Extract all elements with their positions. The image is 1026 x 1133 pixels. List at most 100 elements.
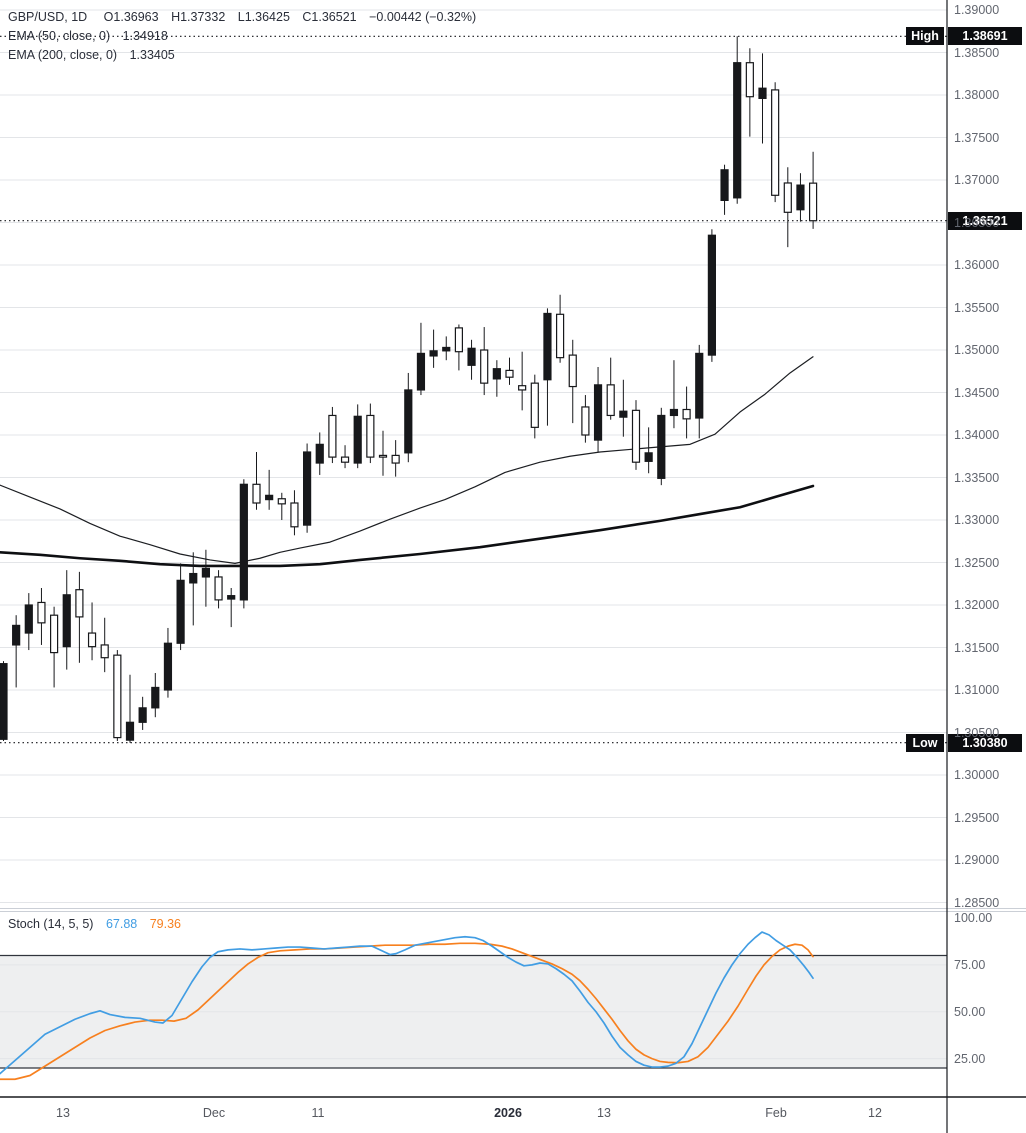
ema50-line	[0, 356, 814, 564]
candle-up	[315, 443, 324, 464]
candle-down	[518, 385, 527, 391]
candle-up	[163, 642, 173, 691]
ohlc-open-value: O1.36963	[103, 10, 159, 24]
ema200-label: EMA (200, close, 0)	[8, 48, 118, 62]
stoch-legend[interactable]: Stoch (14, 5, 5) 67.88 79.36	[8, 917, 190, 931]
candle-down	[49, 614, 59, 654]
candle-up	[695, 352, 704, 419]
price-axis-label: 1.31000	[954, 683, 1000, 697]
time-axis-label: 13	[56, 1106, 70, 1120]
stoch-axis-label: 50.00	[954, 1004, 986, 1019]
candle-down	[783, 182, 792, 213]
candle-up	[644, 452, 653, 462]
candle-up	[669, 408, 679, 417]
candle-down	[530, 382, 539, 428]
candle-up	[176, 579, 185, 644]
candle-up	[467, 347, 476, 366]
ema50-legend[interactable]: EMA (50, close, 0) 1.34918	[8, 29, 177, 43]
candle-up	[24, 604, 33, 634]
candle-down	[340, 456, 350, 463]
candle-down	[391, 454, 400, 464]
candle-down	[454, 327, 463, 353]
candle-up	[265, 494, 274, 501]
price-axis-label: 1.37500	[954, 130, 1000, 145]
candle-up	[657, 414, 666, 479]
candle-down	[808, 182, 818, 222]
price-axis-label: 1.28500	[954, 895, 1000, 910]
candle-down	[113, 654, 122, 739]
time-axis-label: 12	[868, 1106, 882, 1120]
candle-up	[189, 572, 198, 584]
price-axis-label: 1.29000	[954, 853, 1000, 867]
candle-down	[366, 414, 375, 458]
candle-down	[100, 644, 109, 659]
stoch-k-value: 67.88	[105, 917, 138, 931]
time-axis-label: 11	[311, 1106, 325, 1120]
price-axis-label: 1.37000	[954, 173, 1000, 187]
candle-up	[404, 389, 413, 454]
candle-up	[201, 567, 210, 578]
ema200-line	[0, 484, 815, 568]
price-axis-label: 1.34000	[954, 428, 1000, 442]
candle-up	[62, 594, 71, 648]
candle-down	[328, 414, 337, 458]
ohlc-close-value: C1.36521	[302, 10, 357, 24]
candle-up	[707, 234, 717, 356]
candle-down	[480, 349, 489, 384]
time-axis-label: Feb	[765, 1106, 787, 1120]
candle-down	[378, 454, 388, 458]
candle-up	[492, 368, 501, 380]
candle-down	[771, 89, 780, 196]
price-axis-label: 1.35500	[954, 300, 1000, 315]
ema200-legend[interactable]: EMA (200, close, 0) 1.33405	[8, 48, 184, 62]
price-axis-label: 1.36500	[954, 215, 1000, 230]
stoch-axis-label: 100.00	[954, 911, 993, 925]
candle-down	[75, 589, 84, 618]
price-axis-label: 1.31500	[954, 640, 1000, 655]
candle-down	[568, 354, 577, 388]
price-axis-label: 1.33000	[954, 513, 1000, 527]
candle-down	[252, 483, 261, 504]
price-axis-label: 1.38000	[954, 88, 1000, 102]
price-axis-label: 1.30000	[954, 768, 1000, 782]
time-axis-label: Dec	[202, 1106, 226, 1120]
time-axis-label: 13	[597, 1106, 611, 1120]
candle-up	[227, 595, 236, 600]
candle-up	[796, 184, 805, 211]
candle-up	[138, 707, 147, 723]
candle-up	[720, 169, 729, 202]
stoch-axis-label: 75.00	[954, 957, 986, 972]
candle-up	[416, 352, 426, 391]
change-value: −0.00442 (−0.32%)	[369, 10, 477, 24]
candle-up	[239, 483, 248, 601]
candle-up	[12, 624, 21, 646]
candle-down	[581, 406, 590, 436]
ohlc-low-value: L1.36425	[237, 10, 290, 24]
instrument-legend[interactable]: GBP/USD, 1D O1.36963 H1.37332 L1.36425 C…	[8, 10, 485, 24]
stoch-d-line	[0, 942, 814, 1081]
price-axis-label: 1.39000	[954, 3, 1000, 17]
candle-down	[37, 601, 46, 624]
stoch-label: Stoch (14, 5, 5)	[8, 917, 94, 931]
time-axis-label: 2026	[494, 1106, 522, 1120]
price-axis-label: 1.33500	[954, 470, 1000, 485]
price-axis-label: 1.32000	[954, 598, 1000, 612]
candle-up	[353, 415, 362, 464]
candle-down	[555, 313, 565, 359]
candle-down	[277, 498, 286, 505]
ema200-value: 1.33405	[129, 48, 175, 62]
price-axis-label: 1.34500	[954, 385, 1000, 400]
stoch-k-line	[0, 931, 814, 1075]
candle-down	[87, 632, 97, 648]
candle-down	[631, 409, 641, 463]
candle-up	[543, 312, 552, 381]
candle-up	[125, 721, 135, 741]
candle-down	[290, 502, 299, 528]
candle-up	[151, 686, 160, 709]
candle-up	[442, 346, 451, 352]
price-axis-label: 1.29500	[954, 810, 1000, 825]
candle-down	[606, 384, 615, 417]
ema50-label: EMA (50, close, 0)	[8, 29, 111, 43]
